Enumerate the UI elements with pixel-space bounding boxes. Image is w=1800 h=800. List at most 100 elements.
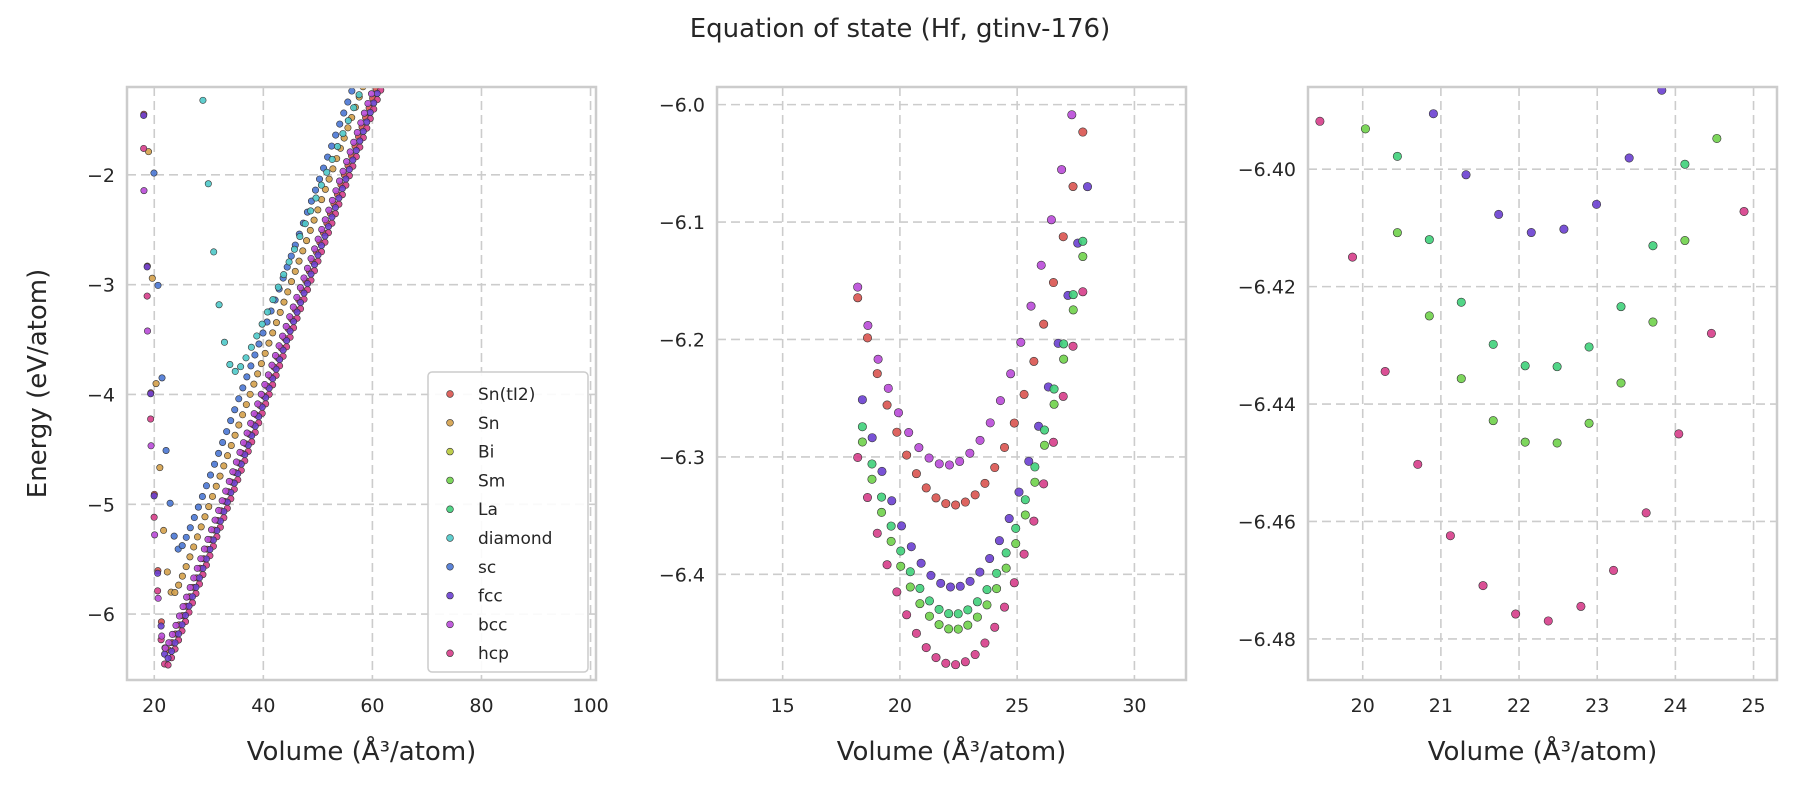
data-point (156, 464, 164, 472)
x-tick-label: 21 (1429, 695, 1453, 717)
data-point (250, 410, 258, 418)
data-point (171, 588, 179, 596)
data-point (395, 39, 401, 45)
data-point (312, 194, 320, 202)
data-point (1641, 508, 1651, 518)
data-point (179, 603, 187, 611)
data-point (247, 362, 255, 370)
data-point (951, 660, 961, 670)
x-axis-label: Volume (Å³/atom) (837, 735, 1067, 767)
data-point (1026, 301, 1036, 311)
data-point (357, 119, 365, 127)
data-point (1397, 27, 1405, 35)
data-point (387, 47, 393, 53)
data-point (296, 232, 304, 240)
data-point (350, 138, 358, 146)
data-point (963, 605, 973, 615)
data-point (261, 381, 269, 389)
data-point (232, 458, 240, 466)
data-point (154, 281, 162, 289)
data-point (902, 450, 912, 460)
data-point (994, 536, 1004, 546)
data-point (1706, 328, 1716, 338)
data-point (343, 158, 351, 166)
data-point (285, 258, 293, 266)
data-point (970, 650, 980, 660)
data-point (182, 563, 190, 571)
series-fcc (140, 43, 397, 662)
y-tick-label: −6.44 (1238, 394, 1296, 416)
data-point (955, 581, 965, 591)
data-point (247, 343, 255, 351)
data-point (1078, 252, 1088, 262)
data-point (1315, 116, 1325, 126)
data-point (1068, 290, 1078, 300)
x-tick-label: 20 (888, 695, 912, 717)
data-point (314, 235, 322, 243)
data-point (904, 428, 914, 438)
data-point (355, 91, 363, 99)
data-point (188, 593, 196, 601)
data-point (990, 463, 1000, 473)
data-point (356, 137, 364, 145)
data-point (332, 187, 340, 195)
data-point (1019, 389, 1029, 399)
data-point (271, 351, 279, 359)
data-point (357, 66, 363, 72)
data-point (280, 271, 288, 279)
data-point (1584, 342, 1594, 352)
data-point (329, 165, 337, 173)
data-point (317, 181, 325, 189)
data-point (286, 313, 294, 321)
data-point (268, 361, 276, 369)
data-point (1078, 51, 1086, 59)
data-point (1000, 602, 1010, 612)
data-point (293, 308, 301, 316)
data-point (370, 99, 378, 107)
data-point (182, 611, 190, 619)
data-point (175, 581, 183, 589)
data-point (239, 384, 247, 392)
x-tick-label: 20 (1351, 695, 1375, 717)
data-point (336, 120, 344, 128)
data-point (279, 346, 287, 354)
data-point (1392, 151, 1402, 161)
data-point (257, 360, 265, 368)
data-point (150, 492, 158, 500)
data-point (190, 514, 198, 522)
data-point (384, 62, 390, 68)
data-point (166, 499, 174, 507)
series-sm (857, 252, 1088, 634)
data-point (931, 653, 941, 663)
data-point (202, 482, 210, 490)
data-point (379, 61, 385, 67)
data-point (980, 638, 990, 648)
data-point (391, 43, 397, 49)
data-point (1520, 437, 1530, 447)
data-point (936, 578, 946, 588)
legend-item-sm: Sm (446, 471, 505, 491)
data-point (384, 57, 390, 63)
data-point (269, 296, 277, 304)
data-point (857, 422, 867, 432)
data-point (1001, 563, 1011, 573)
x-tick-label: 15 (771, 695, 795, 717)
x-tick-label: 23 (1585, 695, 1609, 717)
legend-marker (446, 534, 454, 542)
points-layer (1315, 27, 1749, 626)
data-point (361, 55, 367, 61)
data-point (1559, 224, 1569, 234)
y-tick-label: −6.2 (659, 329, 705, 351)
data-point (307, 270, 315, 278)
data-point (941, 658, 951, 668)
data-point (175, 612, 183, 620)
data-point (365, 44, 371, 50)
data-point (186, 524, 194, 532)
data-point (388, 52, 394, 58)
data-point (1713, 58, 1721, 66)
data-point (297, 299, 305, 307)
x-tick-label: 80 (469, 695, 493, 717)
data-point (147, 415, 155, 423)
data-point (1680, 159, 1690, 169)
series-fcc (1397, 27, 1667, 238)
